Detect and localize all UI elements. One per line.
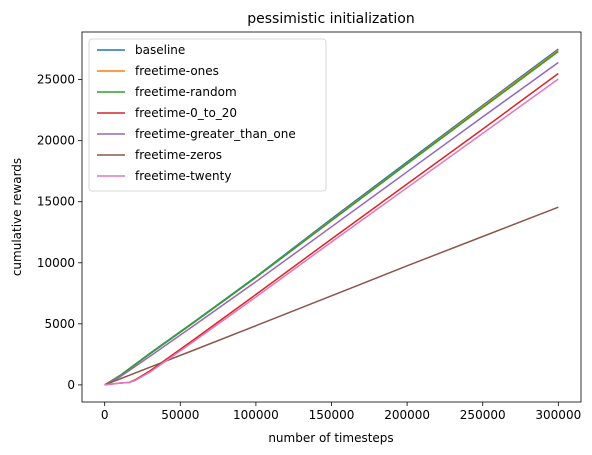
y-tick-label: 10000 [37, 256, 75, 270]
plot-lines [104, 48, 559, 386]
y-tick-label: 25000 [37, 73, 75, 87]
x-tick-label: 250000 [460, 408, 506, 422]
series-line-2 [104, 50, 559, 386]
chart-title: pessimistic initialization [247, 11, 414, 27]
x-tick-label: 100000 [233, 408, 279, 422]
x-axis-ticks: 0 50000 100000 150000 200000 250000 300000 [101, 402, 581, 422]
x-tick-label: 50000 [161, 408, 199, 422]
y-axis-label: cumulative rewards [10, 158, 24, 276]
x-tick-label: 200000 [384, 408, 430, 422]
legend-label: freetime-ones [135, 64, 219, 78]
legend-label: baseline [135, 43, 185, 57]
legend-label: freetime-random [135, 85, 237, 99]
x-tick-label: 0 [101, 408, 109, 422]
series-line-5 [104, 206, 559, 386]
legend-label: freetime-greater_than_one [135, 127, 296, 141]
series-line-4 [104, 61, 559, 386]
y-tick-label: 15000 [37, 195, 75, 209]
legend-label: freetime-0_to_20 [135, 106, 237, 120]
y-axis-ticks: 0 5000 10000 15000 20000 25000 [37, 73, 82, 392]
legend-label: freetime-zeros [135, 148, 222, 162]
y-tick-label: 5000 [44, 317, 75, 331]
y-tick-label: 20000 [37, 134, 75, 148]
x-tick-label: 150000 [309, 408, 355, 422]
x-axis-label: number of timesteps [268, 431, 393, 445]
y-tick-label: 0 [67, 378, 75, 392]
legend: baseline freetime-ones freetime-random free… [88, 38, 327, 192]
legend-box [88, 38, 327, 192]
series-line-6 [104, 78, 559, 386]
legend-label: freetime-twenty [135, 169, 231, 183]
x-tick-label: 300000 [535, 408, 581, 422]
